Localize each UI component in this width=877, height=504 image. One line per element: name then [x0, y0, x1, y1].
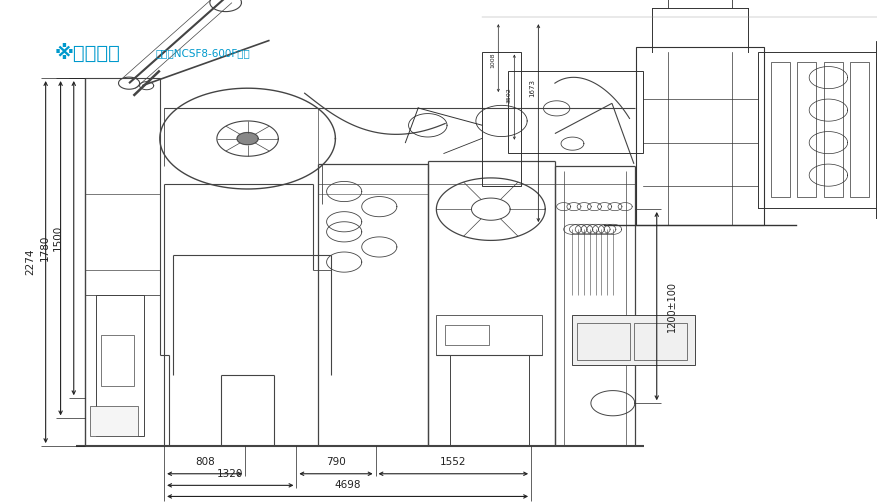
Bar: [507, 71, 642, 154]
Text: 790: 790: [325, 457, 346, 467]
Text: 1500: 1500: [53, 225, 63, 251]
Bar: [770, 62, 789, 197]
Bar: [101, 335, 134, 386]
Text: 4698: 4698: [334, 480, 360, 490]
Bar: [445, 325, 488, 345]
Text: 以常用NCSF8-600F展示: 以常用NCSF8-600F展示: [155, 48, 250, 58]
Bar: [96, 295, 144, 436]
Bar: [796, 62, 816, 197]
Bar: [849, 62, 868, 197]
Bar: [633, 323, 686, 360]
Text: 808: 808: [195, 457, 214, 467]
Text: 1780: 1780: [40, 235, 50, 262]
Text: 1008: 1008: [489, 52, 495, 68]
Bar: [636, 47, 763, 225]
Text: 1552: 1552: [439, 457, 466, 467]
Bar: [875, 41, 877, 219]
Bar: [572, 315, 695, 365]
Bar: [576, 323, 629, 360]
Text: 2274: 2274: [25, 249, 35, 275]
Bar: [875, 62, 877, 197]
Bar: [757, 51, 877, 208]
Bar: [89, 406, 138, 436]
Bar: [481, 51, 520, 186]
Text: ※外形尺寸: ※外形尺寸: [54, 43, 120, 62]
Polygon shape: [237, 133, 258, 145]
Text: 1320: 1320: [217, 469, 243, 479]
Text: 1200±100: 1200±100: [667, 281, 676, 332]
Bar: [823, 62, 842, 197]
Text: 1673: 1673: [529, 80, 535, 97]
Text: 3502: 3502: [505, 87, 510, 103]
Bar: [436, 315, 541, 355]
